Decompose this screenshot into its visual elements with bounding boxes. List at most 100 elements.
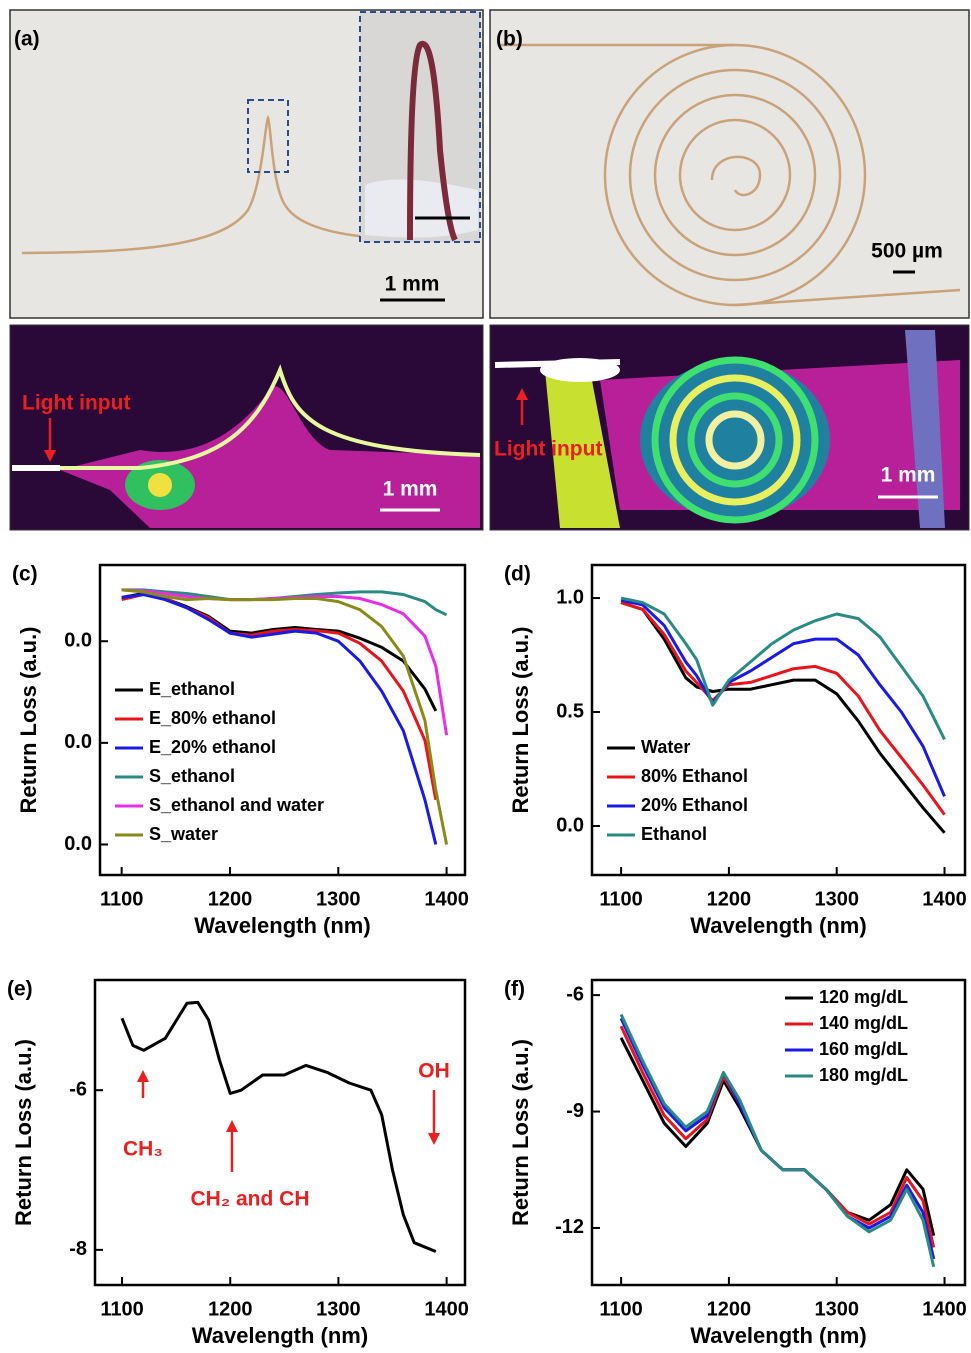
y-tick-label: 0.0 (556, 814, 584, 836)
ring (705, 410, 765, 470)
spiral (500, 43, 961, 307)
zoom-box (247, 99, 289, 173)
line-series (620, 601, 946, 834)
line-series (620, 596, 946, 741)
x-tick-label: 1300 (814, 888, 859, 910)
x-tick-label: 1200 (208, 888, 253, 910)
ring (669, 374, 801, 506)
y-tick-label: -8 (69, 1238, 87, 1260)
y-axis-label: Return Loss (a.u.) (508, 1039, 533, 1226)
fiber (678, 118, 792, 232)
legend-label: 20% Ethanol (641, 795, 748, 815)
annotation: Light input (22, 392, 130, 415)
y-axis-label: Return Loss (a.u.) (11, 1039, 36, 1226)
panel-label: (c) (12, 563, 38, 586)
legend-label: Ethanol (641, 824, 707, 844)
scale-label: 1 mm (383, 478, 438, 501)
x-axis-label: Wavelength (nm) (690, 913, 866, 938)
y-tick-label: -12 (555, 1216, 584, 1238)
annotation-arrow-head (428, 1133, 440, 1145)
panel-label: (a) (14, 28, 40, 51)
plot-frame (590, 978, 967, 1287)
line-series (620, 601, 946, 816)
thermal-b: Light input 1 mm (489, 324, 970, 531)
line-series (121, 588, 449, 845)
y-tick-label: -9 (566, 1100, 584, 1122)
annotation: CH₂ and CH (191, 1188, 310, 1211)
annotation: OH (418, 1060, 450, 1083)
x-tick-label: 1200 (707, 1298, 752, 1320)
x-tick-label: 1300 (814, 1298, 859, 1320)
fiber (734, 288, 961, 307)
annotation-arrow-head (137, 1070, 149, 1082)
y-tick-label: 0.5 (556, 700, 584, 722)
legend-label: 140 mg/dL (819, 1013, 908, 1033)
x-tick-label: 1100 (599, 888, 642, 910)
y-axis-label: Return Loss (a.u.) (508, 626, 533, 813)
legend-label: E_ethanol (149, 679, 235, 699)
line-series (121, 593, 438, 845)
fiber-glow (12, 364, 481, 470)
legend-label: S_ethanol and water (149, 795, 324, 815)
x-tick-label: 1200 (707, 888, 752, 910)
panel-label: (b) (496, 28, 523, 51)
arrow-head (516, 388, 528, 400)
glow (905, 330, 945, 528)
fiber (710, 155, 762, 197)
annotation-arrow-head (226, 1120, 238, 1132)
legend-label: 120 mg/dL (819, 987, 908, 1007)
inset-fiber (407, 40, 458, 242)
y-tick-label: -6 (69, 1078, 87, 1100)
x-tick-label: 1100 (100, 888, 143, 910)
legend-label: 80% Ethanol (641, 766, 748, 786)
fiber (653, 93, 817, 257)
x-tick-label: 1400 (424, 1298, 469, 1320)
x-tick-label: 1400 (424, 888, 469, 910)
inset-gel (365, 179, 478, 238)
annotation: Light input (494, 438, 602, 461)
legend-label: S_ethanol (149, 766, 235, 786)
photo-bg (489, 9, 970, 319)
x-tick-label: 1300 (316, 888, 361, 910)
legend-label: 180 mg/dL (819, 1065, 908, 1085)
line-series (619, 1025, 936, 1248)
scale-label: 1 mm (385, 273, 440, 296)
photo-a: 1 mm (a) (9, 9, 484, 319)
plot-frame (98, 563, 467, 877)
x-tick-label: 1400 (922, 1298, 967, 1320)
glow (640, 360, 830, 520)
ring (687, 392, 783, 488)
y-tick-label: 0.0 (64, 731, 92, 753)
fiber (21, 114, 381, 255)
legend-label: E_20% ethanol (149, 737, 276, 757)
plot-frame (93, 978, 467, 1287)
fiber (628, 68, 842, 282)
panel-label: (f) (504, 978, 525, 1001)
x-tick-label: 1200 (208, 1298, 253, 1320)
glow (148, 473, 172, 497)
arrow-head (44, 450, 56, 462)
legend-label: Water (641, 737, 690, 757)
line-series (620, 598, 946, 797)
y-tick-label: 0.0 (64, 833, 92, 855)
annotation: CH₃ (123, 1138, 163, 1161)
x-tick-label: 1400 (922, 888, 967, 910)
x-tick-label: 1100 (100, 1298, 143, 1320)
thermal-a: Light input 1 mm (9, 324, 484, 531)
y-axis-label: Return Loss (a.u.) (16, 626, 41, 813)
glow (545, 370, 620, 528)
line-series (120, 1000, 437, 1253)
panel-label: (d) (504, 563, 531, 586)
panel-label: (e) (7, 978, 33, 1001)
scale-label: 500 µm (871, 240, 943, 263)
x-axis-label: Wavelength (nm) (194, 913, 370, 938)
legend-label: E_80% ethanol (149, 708, 276, 728)
x-tick-label: 1100 (599, 1298, 642, 1320)
y-tick-label: -6 (566, 983, 584, 1005)
y-tick-label: 1.0 (556, 586, 584, 608)
x-tick-label: 1300 (316, 1298, 361, 1320)
scale-label: 1 mm (881, 464, 936, 487)
plot-frame (590, 563, 967, 877)
spiral-glow (651, 356, 819, 524)
